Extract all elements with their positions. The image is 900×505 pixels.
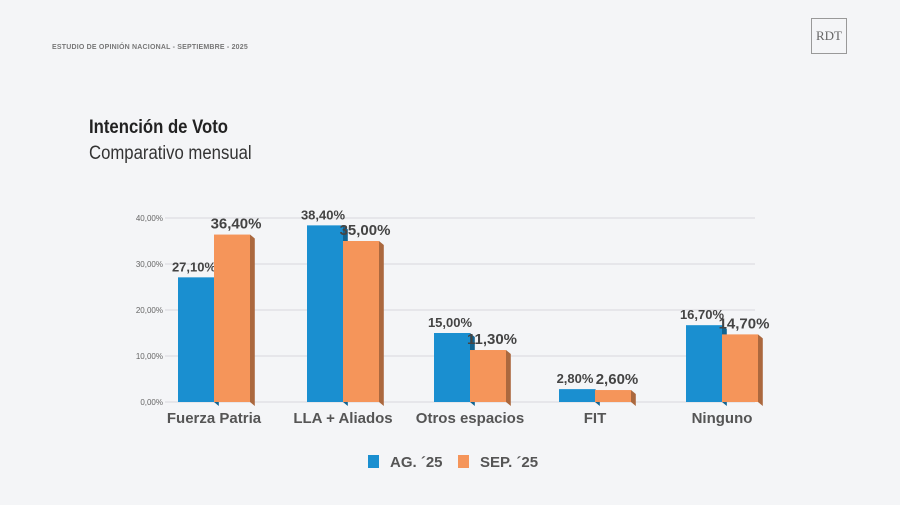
- bar-side: [631, 390, 636, 406]
- bar-side: [758, 334, 763, 406]
- legend-label: SEP. ´25: [480, 454, 538, 471]
- x-tick-label: FIT: [584, 410, 607, 427]
- data-label: 35,00%: [340, 222, 391, 239]
- data-label: 36,40%: [211, 216, 262, 233]
- data-label: 14,70%: [719, 315, 770, 332]
- bar-sep: [722, 334, 758, 402]
- data-label: 11,30%: [467, 331, 517, 348]
- bar-side: [379, 241, 384, 406]
- data-label: 38,40%: [301, 207, 346, 222]
- legend-swatch: [458, 455, 469, 468]
- bar-ag: [434, 333, 470, 402]
- data-label: 16,70%: [680, 307, 725, 322]
- x-tick-label: Otros espacios: [416, 410, 524, 427]
- legend-swatch: [368, 455, 379, 468]
- bar-side: [250, 234, 255, 406]
- chart-title: Intención de Voto: [89, 117, 229, 138]
- bar-ag: [307, 225, 343, 402]
- bar-ag: [178, 277, 214, 402]
- bar-side: [506, 350, 511, 406]
- data-label: 2,80%: [557, 371, 594, 386]
- bar-sep: [595, 390, 631, 402]
- legend-label: AG. ´25: [390, 454, 443, 471]
- x-tick-label: LLA + Aliados: [293, 410, 392, 427]
- chart-subtitle: Comparativo mensual: [89, 143, 252, 164]
- bar-sep: [470, 350, 506, 402]
- rdt-logo: RDT: [811, 18, 847, 54]
- data-label: 27,10%: [172, 259, 217, 274]
- data-label: 2,60%: [596, 371, 639, 388]
- y-tick-label: 40,00%: [136, 214, 163, 223]
- y-tick-label: 10,00%: [136, 352, 163, 361]
- bar-ag: [559, 389, 595, 402]
- y-tick-label: 20,00%: [136, 306, 163, 315]
- x-tick-label: Ninguno: [692, 410, 753, 427]
- bar-ag: [686, 325, 722, 402]
- bar-sep: [214, 234, 250, 402]
- bar-sep: [343, 241, 379, 402]
- x-tick-label: Fuerza Patria: [167, 410, 262, 427]
- data-label: 15,00%: [428, 315, 473, 330]
- y-tick-label: 30,00%: [136, 260, 163, 269]
- study-header: ESTUDIO DE OPINIÓN NACIONAL - SEPTIEMBRE…: [52, 44, 248, 51]
- y-tick-label: 0,00%: [140, 398, 163, 407]
